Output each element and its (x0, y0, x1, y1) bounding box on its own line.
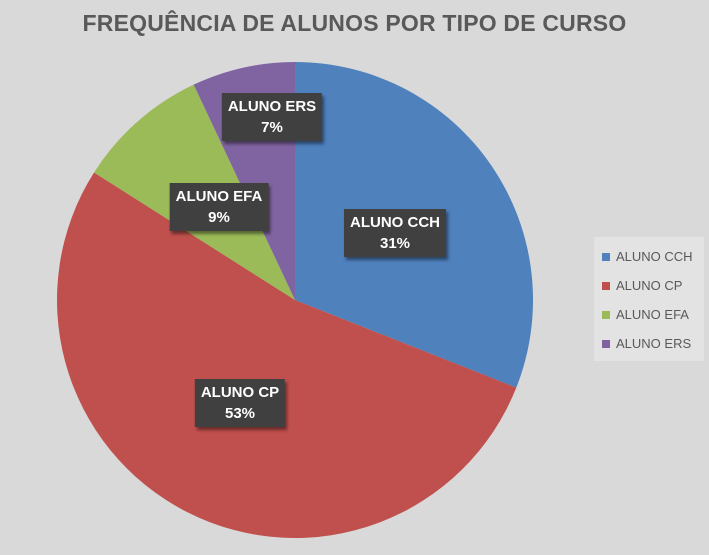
data-label-category: ALUNO CCH (350, 214, 440, 231)
legend-label: ALUNO ERS (616, 336, 692, 351)
data-label-value: 7% (261, 119, 283, 136)
legend-item-efa: ALUNO EFA (602, 300, 704, 329)
legend-label: ALUNO CP (616, 278, 683, 293)
data-label-category: ALUNO EFA (175, 188, 263, 205)
legend-swatch (602, 339, 610, 348)
data-label-cch: ALUNO CCH 31% (344, 209, 446, 257)
data-label-category: ALUNO CP (200, 384, 280, 401)
data-label-cp: ALUNO CP 53% (194, 379, 286, 427)
legend-label: ALUNO EFA (616, 307, 689, 322)
chart-legend: ALUNO CCH ALUNO CP ALUNO EFA ALUNO ERS (594, 237, 704, 361)
data-label-category: ALUNO ERS (227, 98, 317, 115)
chart-title: FREQUÊNCIA DE ALUNOS POR TIPO DE CURSO (82, 10, 627, 36)
data-label-value: 53% (224, 405, 256, 422)
legend-item-cch: ALUNO CCH (602, 242, 704, 271)
legend-item-ers: ALUNO ERS (602, 329, 704, 358)
data-label-efa: ALUNO EFA 9% (169, 183, 269, 231)
data-label-value: 9% (208, 209, 230, 226)
pie-slice-cp (57, 172, 517, 538)
legend-swatch (602, 310, 610, 319)
legend-label: ALUNO CCH (616, 249, 693, 264)
data-label-ers: ALUNO ERS 7% (221, 93, 323, 141)
legend-swatch (602, 252, 610, 261)
data-label-value: 31% (379, 235, 411, 252)
legend-item-cp: ALUNO CP (602, 271, 704, 300)
legend-swatch (602, 281, 610, 290)
